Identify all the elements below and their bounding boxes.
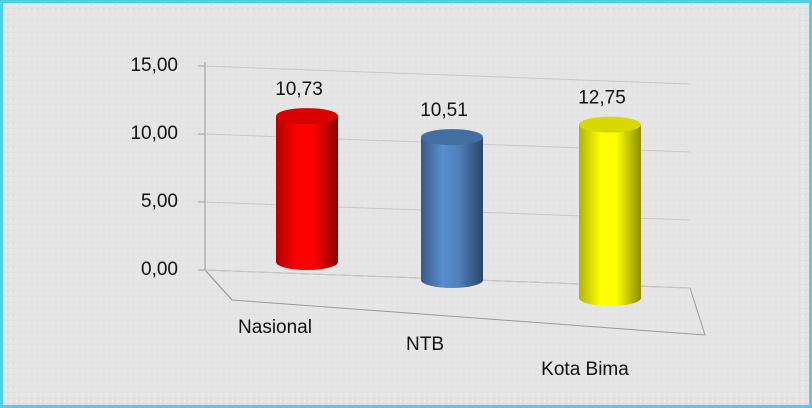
bar-body [276,116,338,271]
x-tick-label: Kota Bima [541,359,629,380]
x-tick-label: NTB [406,334,444,355]
value-label: 12,75 [578,88,626,109]
bar [276,108,338,271]
bar-body [421,137,483,288]
plot-area [14,14,798,394]
floor-edge [204,269,233,301]
bar [579,116,641,306]
bar [421,129,483,288]
y-tick-label: 15,00 [130,55,178,76]
value-label: 10,73 [275,79,323,100]
y-tick-label: 5,00 [141,191,178,212]
bar-top [579,116,641,133]
x-tick-label: Nasional [238,317,312,338]
value-label: 10,51 [420,100,468,121]
bar-body [579,124,641,306]
bar-top [421,129,483,146]
grid-line [204,65,691,85]
y-tick-label: 10,00 [130,123,178,144]
y-tick-label: 0,00 [141,259,178,280]
bar-top [276,108,338,125]
